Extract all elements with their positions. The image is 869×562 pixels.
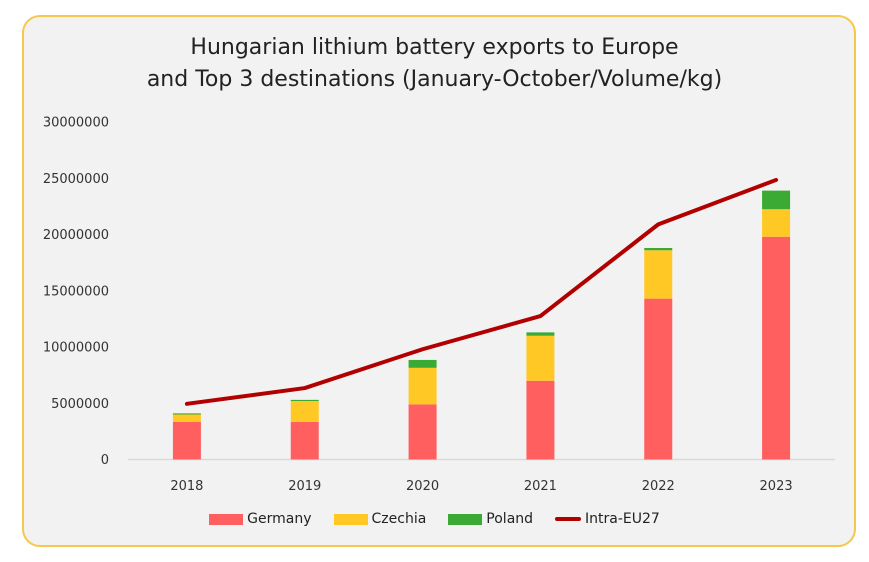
- legend-label-poland: Poland: [486, 511, 534, 527]
- bar-poland-2022: [644, 248, 673, 251]
- chart-title: Hungarian lithium battery exports to Eur…: [0, 32, 869, 96]
- chart-title-line-1: Hungarian lithium battery exports to Eur…: [190, 35, 679, 60]
- y-tick-label: 30000000: [43, 116, 109, 131]
- bar-poland-2018: [172, 413, 201, 415]
- x-tick-label: 2022: [642, 479, 675, 494]
- bar-germany-2022: [644, 298, 673, 460]
- x-tick-label: 2018: [170, 479, 203, 494]
- bar-poland-2021: [526, 332, 555, 336]
- legend-item-czechia: Czechia: [333, 511, 427, 527]
- legend-swatch-germany: [209, 513, 244, 525]
- legend-item-poland: Poland: [448, 511, 533, 527]
- legend: Germany Czechia Poland Intra-EU27: [0, 511, 869, 527]
- bar-germany-2019: [290, 421, 319, 460]
- x-tick-label: 2019: [288, 479, 321, 494]
- bar-germany-2021: [526, 380, 555, 460]
- bar-czechia-2020: [408, 367, 437, 405]
- bar-germany-2018: [172, 421, 201, 460]
- legend-label-germany: Germany: [247, 511, 312, 527]
- bar-poland-2020: [408, 359, 437, 368]
- line-intra-eu27: [184, 177, 779, 406]
- legend-swatch-poland: [448, 513, 483, 525]
- bar-germany-2020: [408, 404, 437, 460]
- bar-czechia-2022: [644, 250, 673, 299]
- bar-germany-2023: [762, 236, 791, 460]
- y-tick-label: 20000000: [43, 228, 109, 243]
- legend-item-germany: Germany: [209, 511, 312, 527]
- bar-czechia-2018: [172, 414, 201, 422]
- chart-title-line-2: and Top 3 destinations (January-October/…: [146, 67, 723, 92]
- y-tick-label: 25000000: [43, 172, 109, 187]
- bar-czechia-2021: [526, 335, 555, 381]
- legend-label-czechia: Czechia: [371, 511, 427, 527]
- x-tick-label: 2023: [760, 479, 793, 494]
- y-tick-label: 15000000: [43, 284, 109, 299]
- x-tick-label: 2020: [406, 479, 439, 494]
- chart-card: [22, 15, 856, 547]
- legend-label-intra-eu27: Intra-EU27: [585, 511, 660, 527]
- y-tick-label: 0: [101, 453, 109, 468]
- legend-item-intra-eu27: Intra-EU27: [555, 511, 660, 527]
- bar-poland-2019: [290, 399, 319, 401]
- bar-czechia-2019: [290, 401, 319, 422]
- legend-swatch-czechia: [333, 513, 368, 525]
- legend-swatch-intra-eu27: [555, 517, 582, 521]
- bar-czechia-2023: [762, 209, 791, 237]
- bar-poland-2023: [762, 190, 791, 210]
- x-tick-label: 2021: [524, 479, 557, 494]
- y-tick-label: 10000000: [43, 341, 109, 356]
- y-tick-label: 5000000: [51, 397, 109, 412]
